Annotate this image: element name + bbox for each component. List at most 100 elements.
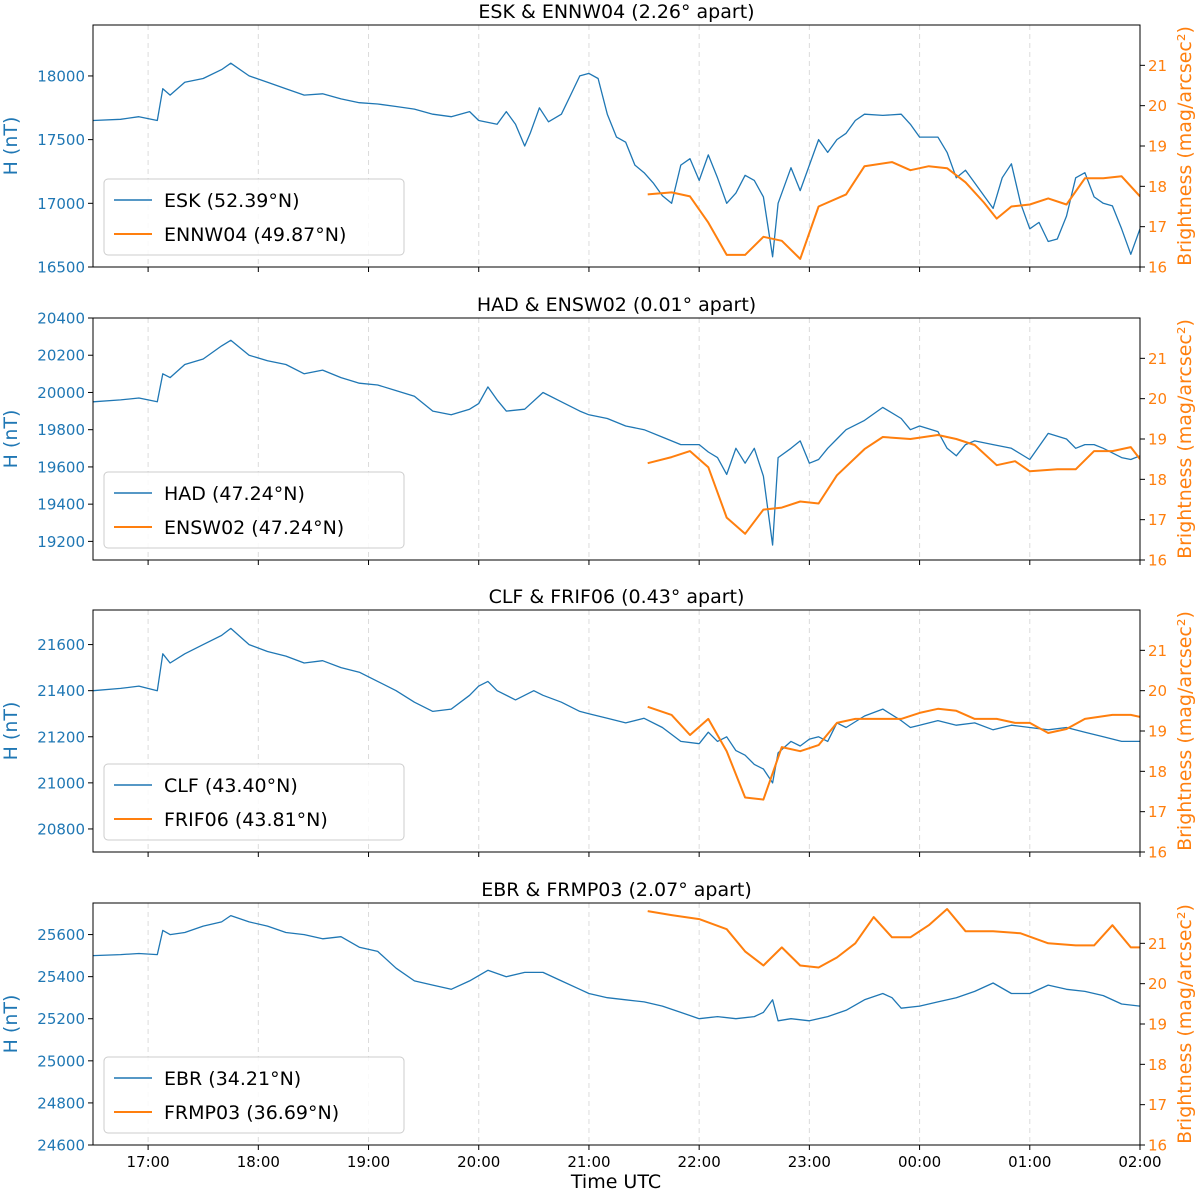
y-tick-label-left: 19200: [37, 533, 85, 551]
series-line-ennw04: [647, 161, 1140, 260]
x-tick-label: 01:00: [1008, 1153, 1051, 1171]
y-tick-label-right: 21: [1148, 350, 1167, 368]
series-line-clf: [93, 627, 1140, 784]
y-tick-label-left: 21600: [37, 636, 85, 654]
x-tick-label: 02:00: [1118, 1153, 1161, 1171]
y-axis-label-left: H (nT): [0, 995, 22, 1054]
y-tick-label-right: 17: [1148, 511, 1167, 529]
plot-frame: [92, 609, 1141, 853]
y-tick-label-right: 21: [1148, 57, 1167, 75]
y-axis-label-left: H (nT): [0, 410, 22, 469]
panel-title: EBR & FRMP03 (2.07° apart): [481, 879, 752, 901]
x-tick-label: 21:00: [567, 1153, 610, 1171]
panel-3: CLF & FRIF06 (0.43° apart)20800210002120…: [0, 586, 1196, 862]
y-tick-label-left: 24600: [37, 1137, 85, 1155]
y-tick-label-right: 16: [1148, 552, 1167, 570]
x-axis-label: Time UTC: [570, 1171, 661, 1193]
y-tick-label-left: 17000: [37, 195, 85, 213]
y-tick-label-left: 21200: [37, 728, 85, 746]
panel-title: CLF & FRIF06 (0.43° apart): [489, 586, 745, 608]
x-tick-label: 22:00: [678, 1153, 721, 1171]
y-tick-label-left: 25600: [37, 926, 85, 944]
y-tick-label-left: 19400: [37, 496, 85, 514]
legend-label: HAD (47.24°N): [164, 483, 305, 505]
y-tick-label-right: 20: [1148, 390, 1167, 408]
legend-box: [103, 763, 405, 841]
panel-2: HAD & ENSW02 (0.01° apart) 19200 19400 1960…: [0, 294, 1196, 570]
y-tick-label-right: 19: [1148, 431, 1167, 449]
panels: ESK & ENNW04 (2.26° apart) 16500 17000 1750…: [0, 1, 1196, 1171]
legend-label: CLF (43.40°N): [164, 775, 298, 797]
y-tick-label-right: 16: [1148, 259, 1167, 277]
series-line-esk: [93, 62, 1140, 258]
legend-label: FRIF06 (43.81°N): [164, 809, 328, 831]
legend: HAD (47.24°N) ENSW02 (47.24°N): [103, 471, 405, 549]
y-tick-label-left: 20400: [37, 310, 85, 328]
x-tick-label: 00:00: [898, 1153, 941, 1171]
plot-frame: [92, 902, 1141, 1146]
plot-frame: [92, 24, 1141, 268]
y-tick-label-right: 17: [1148, 1096, 1167, 1114]
x-tick-label: 23:00: [788, 1153, 831, 1171]
y-tick-label-right: 20: [1148, 975, 1167, 993]
y-tick-label-right: 19: [1148, 723, 1167, 741]
series-line-frif06: [647, 705, 1140, 801]
y-tick-label-left: 20000: [37, 384, 85, 402]
y-tick-label-left: 20800: [37, 820, 85, 838]
y-tick-label-right: 18: [1148, 178, 1167, 196]
y-tick-label-right: 17: [1148, 803, 1167, 821]
y-tick-label-right: 19: [1148, 138, 1167, 156]
y-tick-label-right: 16: [1148, 1137, 1167, 1155]
series-line-ensw02: [647, 434, 1140, 535]
y-tick-label-right: 20: [1148, 97, 1167, 115]
legend-label: EBR (34.21°N): [164, 1068, 301, 1090]
y-tick-label-left: 16500: [37, 259, 85, 277]
y-tick-label-left: 25000: [37, 1052, 85, 1070]
y-axis-label-right: Brightness (mag/arcsec²): [1174, 26, 1196, 266]
legend: EBR (34.21°N) FRMP03 (36.69°N): [103, 1056, 405, 1134]
y-tick-label-right: 18: [1148, 763, 1167, 781]
series-line-ebr: [93, 914, 1140, 1022]
y-tick-label-right: 21: [1148, 642, 1167, 660]
series-line-frmp03: [647, 908, 1140, 969]
panel-title: HAD & ENSW02 (0.01° apart): [477, 294, 756, 316]
y-tick-label-left: 21400: [37, 682, 85, 700]
plot-frame: [92, 317, 1141, 561]
y-tick-label-left: 20200: [37, 347, 85, 365]
y-tick-label-left: 21000: [37, 774, 85, 792]
legend-box: [103, 471, 405, 549]
legend-label: ENNW04 (49.87°N): [164, 224, 346, 246]
legend-box: [103, 178, 405, 256]
y-tick-label-right: 16: [1148, 844, 1167, 862]
y-tick-label-left: 24800: [37, 1094, 85, 1112]
y-tick-label-left: 17500: [37, 131, 85, 149]
panel-title: ESK & ENNW04 (2.26° apart): [478, 1, 754, 23]
y-axis-label-left: H (nT): [0, 117, 22, 176]
x-tick-label: 19:00: [347, 1153, 390, 1171]
panel-1: ESK & ENNW04 (2.26° apart) 16500 17000 1750…: [0, 1, 1196, 277]
x-tick-label: 18:00: [237, 1153, 280, 1171]
legend-box: [103, 1056, 405, 1134]
legend-label: ESK (52.39°N): [164, 190, 300, 212]
y-axis-label-left: H (nT): [0, 702, 22, 761]
legend: ESK (52.39°N) ENNW04 (49.87°N): [103, 178, 405, 256]
y-tick-label-right: 17: [1148, 218, 1167, 236]
y-tick-label-left: 19600: [37, 458, 85, 476]
y-axis-label-right: Brightness (mag/arcsec²): [1174, 904, 1196, 1144]
x-tick-label: 17:00: [126, 1153, 169, 1171]
legend-label: FRMP03 (36.69°N): [164, 1102, 339, 1124]
legend: CLF (43.40°N) FRIF06 (43.81°N): [103, 763, 405, 841]
y-tick-label-right: 21: [1148, 935, 1167, 953]
legend-label: ENSW02 (47.24°N): [164, 517, 344, 539]
y-axis-label-right: Brightness (mag/arcsec²): [1174, 611, 1196, 851]
y-tick-label-right: 20: [1148, 682, 1167, 700]
y-tick-label-right: 18: [1148, 471, 1167, 489]
y-tick-label-left: 19800: [37, 421, 85, 439]
y-tick-label-left: 25400: [37, 968, 85, 986]
x-tick-label: 20:00: [457, 1153, 500, 1171]
y-tick-label-right: 18: [1148, 1056, 1167, 1074]
y-tick-label-right: 19: [1148, 1016, 1167, 1034]
y-tick-label-left: 18000: [37, 67, 85, 85]
y-tick-label-left: 25200: [37, 1010, 85, 1028]
